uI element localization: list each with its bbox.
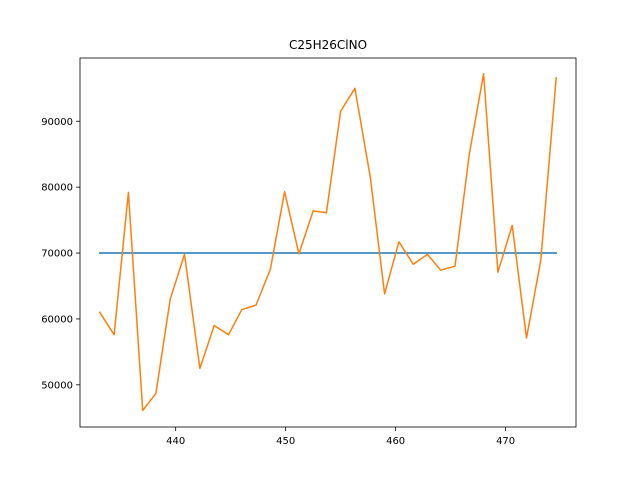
axes-layer: 440 450 460 470 50000 60000 70000 80000 90000 xyxy=(41,57,577,447)
y-tick-label: 90000 xyxy=(41,117,73,128)
series-layer xyxy=(98,73,558,412)
series-line-2 xyxy=(98,73,558,412)
y-tick-label: 50000 xyxy=(41,380,73,391)
y-tick-label: 60000 xyxy=(41,314,73,325)
y-tick-label: 80000 xyxy=(41,183,73,194)
y-tick-label: 70000 xyxy=(41,249,73,260)
x-tick-label: 460 xyxy=(386,436,405,447)
x-tick-label: 470 xyxy=(496,436,515,447)
plot-frame xyxy=(79,57,577,428)
x-tick-label: 450 xyxy=(276,436,295,447)
chart-title: C25H26ClNO xyxy=(289,38,367,52)
x-tick-label: 440 xyxy=(166,436,185,447)
